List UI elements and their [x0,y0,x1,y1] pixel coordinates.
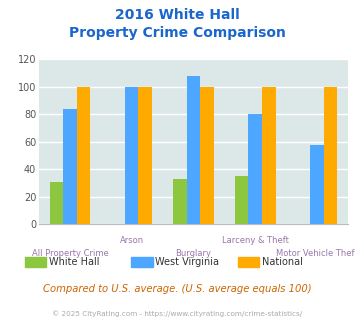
Text: © 2025 CityRating.com - https://www.cityrating.com/crime-statistics/: © 2025 CityRating.com - https://www.city… [53,311,302,317]
Text: Arson: Arson [120,236,144,245]
Text: National: National [262,257,303,267]
Bar [235,176,248,224]
Text: Motor Vehicle Theft: Motor Vehicle Theft [276,249,355,258]
Bar [138,87,152,224]
Bar [262,87,275,224]
Text: White Hall: White Hall [49,257,99,267]
Text: 2016 White Hall: 2016 White Hall [115,8,240,22]
Text: Compared to U.S. average. (U.S. average equals 100): Compared to U.S. average. (U.S. average … [43,284,312,294]
Bar [324,87,337,224]
Bar [187,76,200,224]
Text: Burglary: Burglary [175,249,212,258]
Bar [125,87,138,224]
Bar [63,109,77,224]
Text: West Virginia: West Virginia [155,257,219,267]
Bar [50,182,63,224]
Bar [200,87,214,224]
Text: Property Crime Comparison: Property Crime Comparison [69,26,286,40]
Bar [77,87,90,224]
Text: All Property Crime: All Property Crime [32,249,108,258]
Bar [310,145,324,224]
Bar [248,115,262,224]
Bar [173,179,187,224]
Text: Larceny & Theft: Larceny & Theft [222,236,289,245]
